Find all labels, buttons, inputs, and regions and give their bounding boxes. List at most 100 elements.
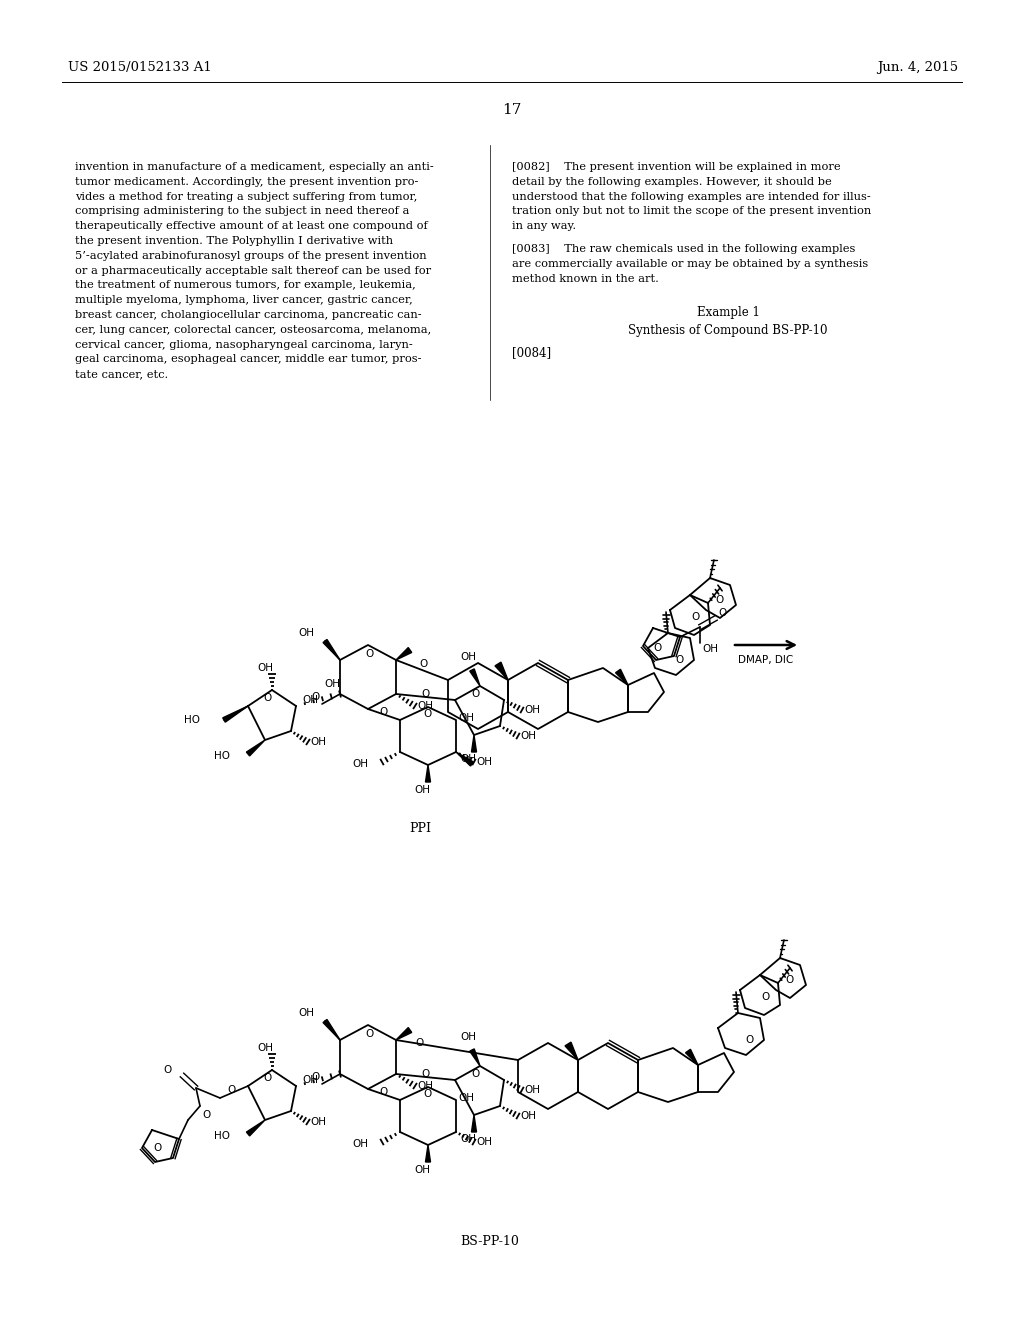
Text: OH: OH (310, 737, 326, 747)
Polygon shape (685, 1049, 698, 1065)
Text: OH: OH (302, 1074, 318, 1085)
Text: OH: OH (414, 1166, 430, 1175)
Text: OH: OH (257, 663, 273, 673)
Text: O: O (380, 708, 388, 717)
Text: O: O (312, 1072, 321, 1082)
Text: OH: OH (302, 696, 318, 705)
Text: HO: HO (214, 1131, 230, 1140)
Text: OH: OH (298, 1008, 314, 1018)
Text: understood that the following examples are intended for illus-: understood that the following examples a… (512, 191, 870, 202)
Text: OH: OH (417, 1081, 433, 1092)
Text: OH: OH (352, 1139, 368, 1148)
Text: O: O (312, 692, 321, 702)
Text: O: O (424, 709, 432, 719)
Text: OH: OH (352, 759, 368, 770)
Polygon shape (471, 735, 476, 752)
Text: O: O (420, 659, 428, 669)
Text: O: O (718, 609, 726, 618)
Text: 5’-acylated arabinofuranosyl groups of the present invention: 5’-acylated arabinofuranosyl groups of t… (75, 251, 427, 261)
Polygon shape (223, 706, 248, 722)
Text: O: O (366, 1030, 374, 1039)
Text: O: O (745, 1035, 754, 1045)
Text: detail by the following examples. However, it should be: detail by the following examples. Howeve… (512, 177, 831, 187)
Text: HO: HO (184, 715, 200, 725)
Polygon shape (426, 1144, 430, 1162)
Text: breast cancer, cholangiocellular carcinoma, pancreatic can-: breast cancer, cholangiocellular carcino… (75, 310, 422, 319)
Text: 17: 17 (503, 103, 521, 117)
Text: PPI: PPI (409, 822, 431, 836)
Text: O: O (691, 612, 699, 622)
Text: O: O (264, 1073, 272, 1082)
Text: O: O (716, 595, 724, 605)
Text: O: O (676, 655, 684, 665)
Text: cer, lung cancer, colorectal cancer, osteosarcoma, melanoma,: cer, lung cancer, colorectal cancer, ost… (75, 325, 431, 335)
Text: tumor medicament. Accordingly, the present invention pro-: tumor medicament. Accordingly, the prese… (75, 177, 419, 187)
Text: Synthesis of Compound BS-PP-10: Synthesis of Compound BS-PP-10 (629, 325, 827, 338)
Text: O: O (654, 643, 663, 653)
Text: OH: OH (460, 754, 476, 764)
Polygon shape (323, 1019, 340, 1040)
Text: OH: OH (476, 1137, 492, 1147)
Text: tration only but not to limit the scope of the present invention: tration only but not to limit the scope … (512, 206, 871, 216)
Text: O: O (472, 689, 480, 700)
Text: are commercially available or may be obtained by a synthesis: are commercially available or may be obt… (512, 259, 868, 269)
Text: O: O (785, 975, 795, 985)
Text: [0083]    The raw chemicals used in the following examples: [0083] The raw chemicals used in the fol… (512, 244, 855, 253)
Polygon shape (470, 669, 480, 686)
Text: O: O (761, 993, 769, 1002)
Text: O: O (421, 689, 429, 700)
Text: the present invention. The Polyphyllin I derivative with: the present invention. The Polyphyllin I… (75, 236, 393, 246)
Text: O: O (202, 1110, 210, 1119)
Text: therapeutically effective amount of at least one compound of: therapeutically effective amount of at l… (75, 222, 428, 231)
Text: OH: OH (460, 1134, 476, 1144)
Text: or a pharmaceutically acceptable salt thereof can be used for: or a pharmaceutically acceptable salt th… (75, 265, 431, 276)
Text: O: O (421, 1069, 429, 1078)
Polygon shape (396, 648, 412, 660)
Text: OH: OH (324, 678, 340, 689)
Text: OH: OH (417, 701, 433, 711)
Text: O: O (264, 693, 272, 704)
Text: OH: OH (414, 785, 430, 795)
Text: US 2015/0152133 A1: US 2015/0152133 A1 (68, 62, 212, 74)
Text: in any way.: in any way. (512, 222, 577, 231)
Text: Example 1: Example 1 (696, 306, 760, 319)
Text: method known in the art.: method known in the art. (512, 273, 658, 284)
Text: OH: OH (298, 628, 314, 638)
Text: OH: OH (458, 713, 474, 723)
Text: OH: OH (520, 1111, 536, 1121)
Text: O: O (228, 1085, 237, 1096)
Text: comprising administering to the subject in need thereof a: comprising administering to the subject … (75, 206, 410, 216)
Polygon shape (247, 1119, 265, 1137)
Text: HO: HO (214, 751, 230, 762)
Text: [0082]    The present invention will be explained in more: [0082] The present invention will be exp… (512, 162, 841, 172)
Text: O: O (472, 1069, 480, 1078)
Polygon shape (495, 663, 508, 680)
Text: OH: OH (476, 756, 492, 767)
Text: multiple myeloma, lymphoma, liver cancer, gastric cancer,: multiple myeloma, lymphoma, liver cancer… (75, 296, 413, 305)
Text: vides a method for treating a subject suffering from tumor,: vides a method for treating a subject su… (75, 191, 418, 202)
Text: geal carcinoma, esophageal cancer, middle ear tumor, pros-: geal carcinoma, esophageal cancer, middl… (75, 354, 422, 364)
Text: OH: OH (524, 705, 540, 715)
Text: OH: OH (702, 644, 718, 653)
Text: O: O (416, 1038, 424, 1048)
Polygon shape (565, 1043, 578, 1060)
Text: O: O (366, 649, 374, 659)
Text: cervical cancer, glioma, nasopharyngeal carcinoma, laryn-: cervical cancer, glioma, nasopharyngeal … (75, 339, 413, 350)
Polygon shape (456, 752, 473, 766)
Polygon shape (247, 741, 265, 756)
Text: OH: OH (310, 1117, 326, 1127)
Polygon shape (471, 1115, 476, 1133)
Text: invention in manufacture of a medicament, especially an anti-: invention in manufacture of a medicament… (75, 162, 434, 172)
Polygon shape (615, 669, 628, 685)
Text: BS-PP-10: BS-PP-10 (461, 1236, 519, 1247)
Text: O: O (424, 1089, 432, 1100)
Polygon shape (470, 1049, 480, 1067)
Text: OH: OH (460, 1032, 476, 1041)
Text: Jun. 4, 2015: Jun. 4, 2015 (877, 62, 958, 74)
Polygon shape (426, 766, 430, 781)
Text: DMAP, DIC: DMAP, DIC (738, 655, 794, 665)
Text: O: O (164, 1065, 172, 1074)
Text: O: O (154, 1143, 162, 1152)
Text: [0084]: [0084] (512, 346, 551, 359)
Text: OH: OH (458, 1093, 474, 1104)
